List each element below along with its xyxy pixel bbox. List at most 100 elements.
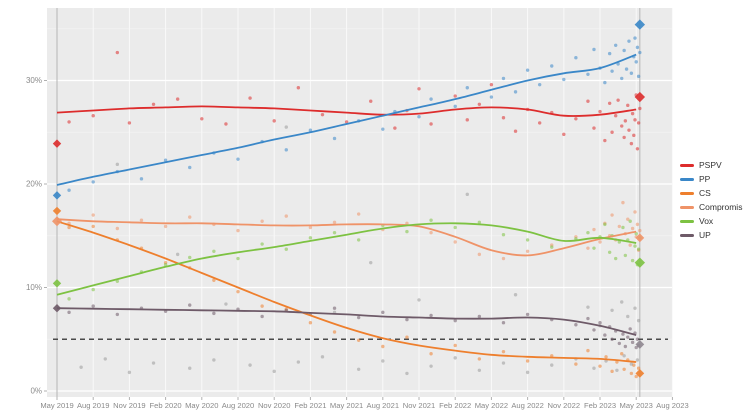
poll-point-pspv: [344, 120, 349, 124]
poll-point-cs: [622, 367, 626, 371]
election-2023-result-up: [635, 340, 645, 349]
poll-point-compromis: [332, 220, 337, 224]
poll-point-pp: [513, 90, 518, 94]
poll-point-pspv: [598, 109, 602, 114]
poll-point-others: [224, 302, 228, 306]
legend-label: Compromis: [699, 202, 743, 212]
poll-point-up: [381, 310, 385, 315]
poll-point-vox: [91, 287, 95, 292]
poll-point-pspv: [296, 86, 301, 90]
poll-point-compromis: [236, 228, 240, 233]
poll-point-pp: [603, 80, 607, 85]
election-2019-result-cs: [52, 206, 62, 216]
poll-point-others: [188, 366, 192, 370]
y-tick-label: 30%: [26, 76, 42, 85]
trend-line-pspv: [56, 105, 637, 117]
poll-point-cs: [236, 289, 240, 294]
x-tick-label: Aug 2019: [77, 401, 110, 410]
poll-point-up: [332, 306, 337, 310]
poll-point-cs: [91, 224, 95, 229]
poll-point-pp: [592, 47, 596, 52]
legend-item-pp: PP: [680, 174, 742, 184]
x-tick-label: Aug 2023: [656, 401, 689, 410]
poll-point-pp: [635, 45, 640, 50]
poll-point-up: [628, 327, 632, 331]
x-tick-label: May 2023: [620, 401, 653, 410]
poll-point-up: [260, 314, 264, 319]
legend-item-pspv: PSPV: [680, 160, 742, 170]
poll-point-cs: [525, 359, 530, 363]
poll-point-compromis: [405, 221, 409, 226]
poll-point-others: [369, 260, 373, 265]
poll-point-up: [626, 335, 630, 339]
poll-point-compromis: [356, 212, 361, 216]
poll-point-pspv: [272, 119, 276, 123]
poll-point-pp: [188, 165, 192, 170]
poll-point-up: [586, 316, 590, 321]
poll-point-compromis: [260, 219, 264, 223]
poll-point-compromis: [115, 226, 120, 231]
poll-point-cs: [501, 349, 506, 354]
poll-point-others: [127, 370, 132, 375]
election-2023-result-vox: [634, 257, 646, 268]
poll-point-compromis: [628, 243, 632, 247]
poll-point-vox: [525, 238, 530, 242]
poll-point-vox: [356, 238, 361, 242]
poll-point-others: [248, 363, 252, 367]
poll-point-pspv: [67, 120, 71, 124]
poll-point-up: [634, 345, 638, 350]
poll-point-cs: [308, 320, 313, 325]
poll-point-vox: [212, 249, 216, 253]
poll-point-pspv: [629, 141, 634, 146]
poll-point-pspv: [636, 121, 641, 125]
poll-point-pspv: [616, 98, 620, 102]
poll-point-pspv: [537, 121, 542, 125]
election-2023-result-pspv: [634, 91, 646, 103]
legend-label: UP: [699, 230, 711, 240]
poll-point-vox: [67, 297, 71, 301]
poll-point-pp: [332, 136, 337, 141]
legend-swatch-icon: [680, 177, 694, 181]
x-tick-label: Feb 2021: [294, 401, 326, 410]
poll-point-others: [453, 356, 457, 360]
poll-point-up: [429, 313, 433, 318]
poll-point-cs: [598, 364, 602, 368]
poll-point-compromis: [163, 224, 168, 229]
trend-line-up: [56, 307, 637, 336]
poll-point-others: [622, 354, 626, 358]
legend-item-cs: CS: [680, 188, 742, 198]
y-tick-label: 0%: [30, 387, 42, 396]
x-tick-label: Feb 2020: [150, 401, 182, 410]
legend-swatch-icon: [680, 219, 694, 223]
legend-swatch-icon: [680, 205, 694, 209]
poll-point-compromis: [592, 227, 596, 232]
poll-point-others: [592, 366, 596, 370]
poll-point-others: [477, 368, 482, 372]
poll-point-up: [610, 337, 614, 341]
legend-label: PP: [699, 174, 711, 184]
x-tick-label: Aug 2021: [367, 401, 400, 410]
poll-point-pspv: [607, 101, 612, 105]
poll-point-compromis: [477, 252, 482, 257]
poll-point-pspv: [501, 116, 506, 120]
poll-point-cs: [381, 344, 385, 349]
poll-point-compromis: [308, 225, 313, 230]
poll-point-others: [501, 361, 506, 365]
poll-point-pp: [638, 50, 642, 55]
poll-point-pp: [537, 82, 542, 87]
poll-point-pspv: [453, 94, 457, 98]
poll-point-pp: [236, 157, 240, 161]
x-tick-label: Feb 2023: [584, 401, 616, 410]
poll-point-others: [417, 298, 421, 302]
poll-point-pspv: [638, 106, 642, 111]
poll-point-vox: [188, 255, 192, 260]
poll-point-cs: [636, 366, 641, 370]
poll-point-compromis: [598, 240, 602, 244]
legend-swatch-icon: [680, 163, 694, 167]
trend-line-cs: [56, 220, 637, 363]
poll-point-vox: [332, 230, 337, 235]
poll-point-pp: [629, 71, 634, 75]
poll-point-pspv: [622, 135, 626, 140]
poll-point-pspv: [623, 119, 628, 123]
